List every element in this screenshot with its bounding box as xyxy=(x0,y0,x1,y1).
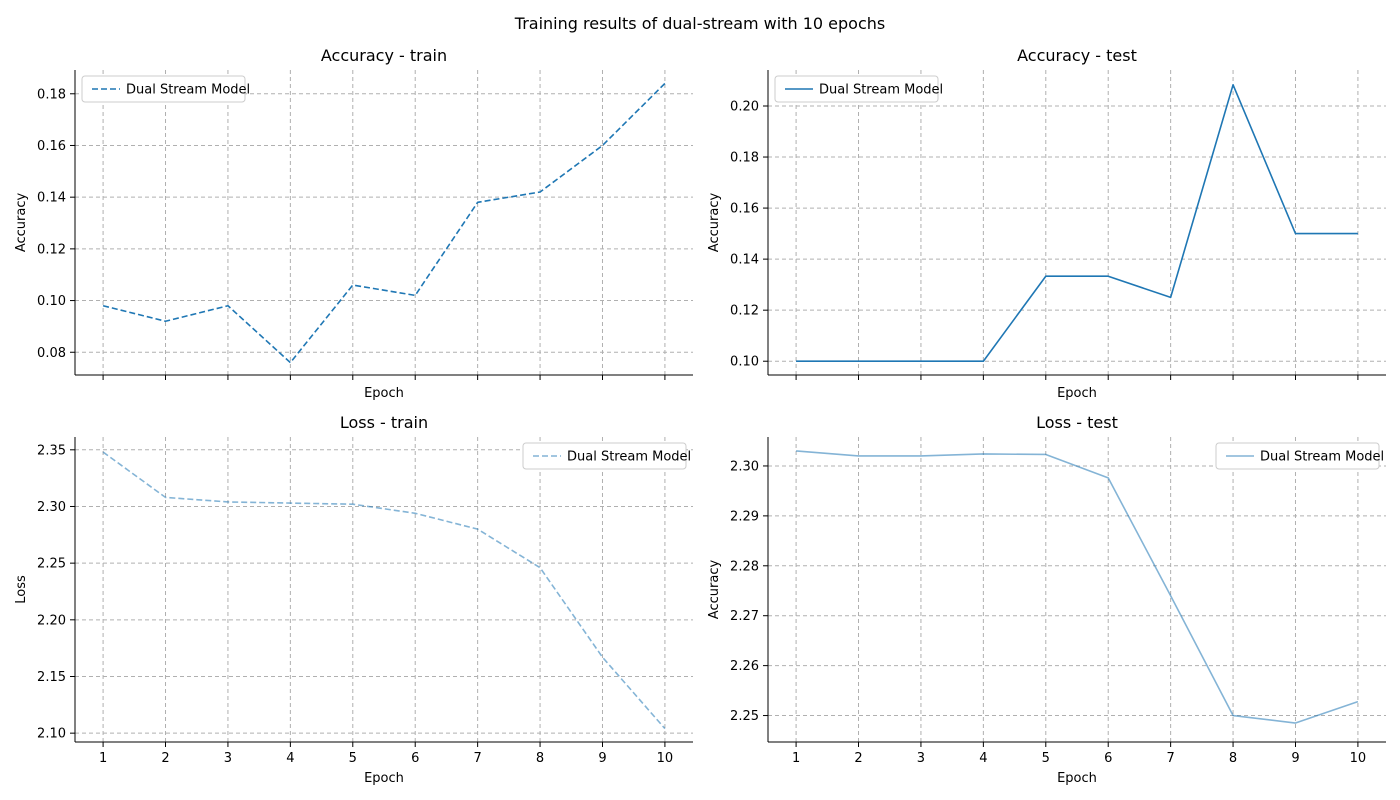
x-tick-label: 1 xyxy=(99,751,107,766)
legend-label: Dual Stream Model xyxy=(567,450,691,465)
y-tick-label: 2.35 xyxy=(37,443,66,458)
legend: Dual Stream Model xyxy=(81,75,250,103)
x-tick-label: 8 xyxy=(536,751,544,766)
chart-panel-1: 0.08 0.10 0.12 0.14 0.16 0.18 Accuracy - train… xyxy=(14,46,693,401)
legend: Dual Stream Model xyxy=(522,442,691,470)
x-tick-label: 3 xyxy=(917,751,925,766)
chart-title: Accuracy - train xyxy=(321,46,447,65)
y-tick-label: 2.15 xyxy=(37,670,66,685)
y-tick-label: 0.16 xyxy=(37,139,66,154)
legend-frame xyxy=(774,75,939,103)
x-axis-label: Epoch xyxy=(1057,771,1097,786)
y-axis-label: Accuracy xyxy=(707,193,722,253)
y-tick-label: 0.14 xyxy=(730,253,759,268)
y-tick-label: 0.12 xyxy=(730,304,759,319)
y-tick-label: 2.29 xyxy=(730,509,759,524)
y-tick-label: 0.20 xyxy=(730,99,759,114)
x-axis-label: Epoch xyxy=(364,771,404,786)
y-tick-label: 2.27 xyxy=(730,609,759,624)
chart-title: Loss - train xyxy=(340,413,428,432)
x-tick-label: 1 xyxy=(792,751,800,766)
legend-frame xyxy=(522,442,687,470)
y-tick-label: 0.14 xyxy=(37,191,66,206)
y-tick-label: 0.10 xyxy=(730,355,759,370)
legend-label: Dual Stream Model xyxy=(126,83,250,98)
x-tick-label: 7 xyxy=(1166,751,1174,766)
y-tick-label: 0.10 xyxy=(37,294,66,309)
y-tick-label: 2.25 xyxy=(730,709,759,724)
series-line xyxy=(102,82,666,364)
x-tick-label: 5 xyxy=(1042,751,1050,766)
y-axis-label: Accuracy xyxy=(707,560,722,620)
chart-title: Loss - test xyxy=(1036,413,1118,432)
x-tick-label: 6 xyxy=(411,751,419,766)
x-tick-label: 3 xyxy=(224,751,232,766)
legend-label: Dual Stream Model xyxy=(819,83,943,98)
x-tick-label: 6 xyxy=(1104,751,1112,766)
y-tick-label: 2.10 xyxy=(37,727,66,742)
chart-panel-4: 1 2 3 4 5 6 7 8 9 10 2.25 2.26 2.27 2.28 2.29 2.30 Loss … xyxy=(707,413,1386,786)
x-tick-label: 8 xyxy=(1229,751,1237,766)
x-tick-label: 2 xyxy=(854,751,862,766)
series-line xyxy=(796,450,1359,724)
y-tick-label: 0.12 xyxy=(37,242,66,257)
x-axis-label: Epoch xyxy=(1057,386,1097,401)
y-tick-label: 0.18 xyxy=(37,87,66,102)
x-tick-label: 4 xyxy=(286,751,294,766)
legend-frame xyxy=(81,75,246,103)
y-axis-label: Accuracy xyxy=(14,193,29,253)
x-tick-label: 10 xyxy=(1350,751,1367,766)
x-axis-label: Epoch xyxy=(364,386,404,401)
y-axis-label: Loss xyxy=(14,575,29,604)
x-tick-label: 4 xyxy=(979,751,987,766)
chart-title: Accuracy - test xyxy=(1017,46,1137,65)
y-tick-label: 0.08 xyxy=(37,346,66,361)
x-tick-label: 2 xyxy=(161,751,169,766)
chart-panel-2: 0.10 0.12 0.14 0.16 0.18 0.20 Accuracy - test E… xyxy=(707,46,1386,401)
chart-panel-3: 1 2 3 4 5 6 7 8 9 10 2.10 2.15 2.20 2.25 2.30 2.35 Loss … xyxy=(14,413,693,786)
legend: Dual Stream Model xyxy=(774,75,943,103)
x-tick-label: 5 xyxy=(349,751,357,766)
series-line xyxy=(102,451,666,730)
y-tick-label: 2.28 xyxy=(730,559,759,574)
y-tick-label: 2.30 xyxy=(37,500,66,515)
x-tick-label: 9 xyxy=(598,751,606,766)
y-tick-label: 0.18 xyxy=(730,151,759,166)
y-tick-label: 2.30 xyxy=(730,459,759,474)
x-tick-label: 7 xyxy=(473,751,481,766)
y-tick-label: 0.16 xyxy=(730,202,759,217)
legend: Dual Stream Model xyxy=(1215,442,1384,470)
legend-frame xyxy=(1215,442,1380,470)
y-tick-label: 2.26 xyxy=(730,659,759,674)
series-line xyxy=(796,84,1358,363)
y-tick-label: 2.25 xyxy=(37,557,66,572)
y-tick-label: 2.20 xyxy=(37,613,66,628)
x-tick-label: 10 xyxy=(657,751,674,766)
figure-title: Training results of dual-stream with 10 … xyxy=(514,14,885,33)
x-tick-label: 9 xyxy=(1291,751,1299,766)
legend-label: Dual Stream Model xyxy=(1260,450,1384,465)
